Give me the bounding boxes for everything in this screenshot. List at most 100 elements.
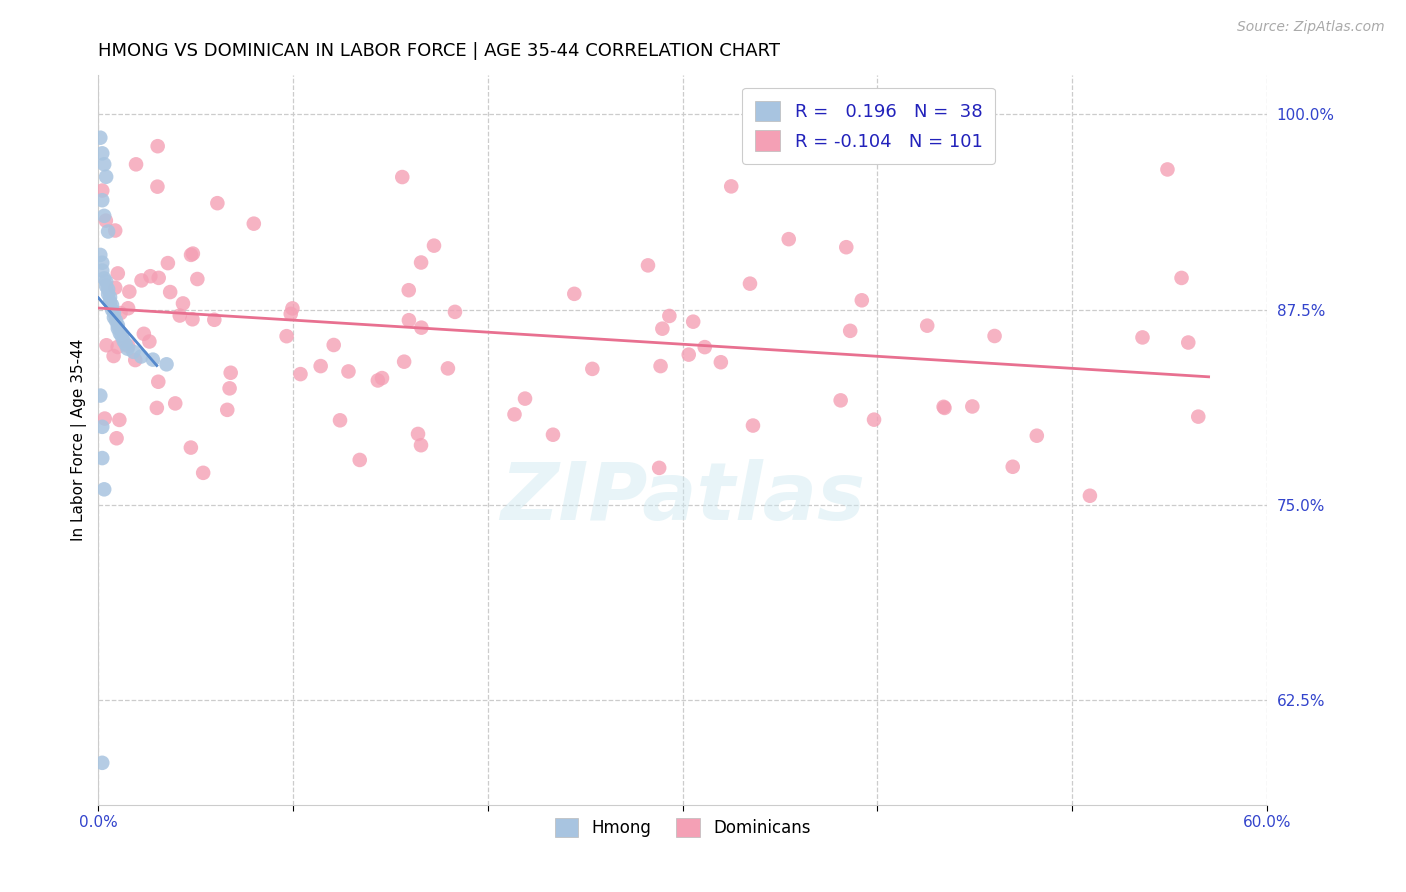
Point	[863, 412, 886, 426]
Point	[193, 466, 215, 480]
Point	[148, 375, 170, 389]
Point	[1170, 271, 1192, 285]
Point	[411, 320, 433, 334]
Point	[562, 286, 585, 301]
Point	[678, 348, 700, 362]
Point	[169, 309, 191, 323]
Point	[142, 352, 165, 367]
Point	[651, 321, 673, 335]
Point	[915, 318, 938, 333]
Point	[129, 350, 152, 364]
Y-axis label: In Labor Force | Age 35-44: In Labor Force | Age 35-44	[72, 339, 87, 541]
Point	[93, 271, 115, 285]
Point	[337, 364, 360, 378]
Point	[1132, 330, 1154, 344]
Point	[186, 272, 208, 286]
Point	[437, 361, 460, 376]
Point	[97, 225, 120, 239]
Point	[91, 451, 114, 466]
Point	[406, 426, 429, 441]
Text: Source: ZipAtlas.com: Source: ZipAtlas.com	[1237, 20, 1385, 34]
Point	[159, 285, 181, 299]
Point	[93, 483, 115, 497]
Point	[98, 294, 121, 309]
Point	[103, 349, 125, 363]
Point	[91, 146, 114, 161]
Point	[541, 427, 564, 442]
Point	[110, 306, 132, 320]
Point	[146, 179, 169, 194]
Point	[146, 139, 169, 153]
Point	[146, 401, 169, 415]
Point	[738, 277, 761, 291]
Point	[107, 340, 129, 354]
Point	[103, 310, 125, 325]
Point	[281, 301, 304, 316]
Point	[107, 321, 129, 335]
Point	[423, 238, 446, 252]
Point	[125, 157, 148, 171]
Point	[329, 413, 352, 427]
Point	[581, 362, 603, 376]
Point	[93, 209, 115, 223]
Point	[98, 290, 121, 304]
Point	[207, 196, 229, 211]
Point	[693, 340, 716, 354]
Point	[101, 298, 124, 312]
Point	[132, 326, 155, 341]
Point	[94, 213, 117, 227]
Point	[851, 293, 873, 308]
Point	[276, 329, 298, 343]
Point	[118, 285, 141, 299]
Point	[398, 313, 420, 327]
Point	[165, 396, 187, 410]
Point	[89, 130, 111, 145]
Point	[94, 279, 117, 293]
Point	[650, 359, 672, 373]
Point	[398, 283, 420, 297]
Point	[156, 256, 179, 270]
Point	[1187, 409, 1209, 424]
Point	[1025, 428, 1047, 442]
Point	[124, 353, 146, 368]
Point	[155, 357, 177, 371]
Point	[91, 756, 114, 770]
Point	[367, 374, 389, 388]
Point	[91, 420, 114, 434]
Point	[742, 418, 765, 433]
Point	[309, 359, 332, 373]
Point	[682, 315, 704, 329]
Point	[108, 326, 131, 340]
Point	[637, 258, 659, 272]
Point	[181, 312, 204, 326]
Point	[93, 157, 115, 171]
Text: ZIPatlas: ZIPatlas	[501, 459, 865, 538]
Point	[835, 240, 858, 254]
Point	[114, 337, 136, 351]
Point	[218, 381, 240, 395]
Point	[103, 306, 125, 320]
Point	[112, 334, 135, 348]
Text: HMONG VS DOMINICAN IN LABOR FORCE | AGE 35-44 CORRELATION CHART: HMONG VS DOMINICAN IN LABOR FORCE | AGE …	[98, 42, 780, 60]
Point	[89, 248, 111, 262]
Point	[172, 296, 194, 310]
Point	[97, 282, 120, 296]
Point	[117, 339, 139, 353]
Point	[444, 305, 467, 319]
Point	[139, 269, 162, 284]
Point	[322, 338, 344, 352]
Point	[778, 232, 800, 246]
Point	[1001, 459, 1024, 474]
Point	[219, 366, 242, 380]
Point	[409, 438, 432, 452]
Point	[97, 287, 120, 301]
Point	[243, 217, 266, 231]
Point	[983, 329, 1005, 343]
Point	[1177, 335, 1199, 350]
Point	[648, 461, 671, 475]
Point	[117, 342, 139, 356]
Point	[94, 275, 117, 289]
Point	[94, 169, 117, 184]
Point	[138, 334, 160, 349]
Point	[96, 338, 118, 352]
